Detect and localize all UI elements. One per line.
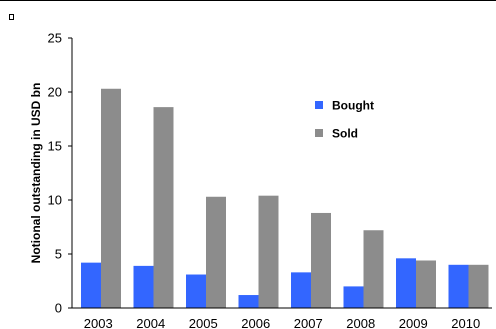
bars-group (81, 88, 489, 309)
bar-bought-2008 (343, 286, 364, 308)
legend-label-sold: Sold (332, 127, 358, 141)
bar-sold-2005 (206, 196, 226, 308)
bar-bought-2006 (238, 295, 259, 308)
bar-sold-2004 (153, 107, 174, 309)
x-axis-labels: 2003 2004 2005 2006 2007 2008 2009 2010 (84, 316, 480, 329)
legend-swatch-sold (315, 129, 323, 137)
x-tick-label: 2008 (346, 316, 375, 329)
bar-bought-2007 (291, 272, 311, 308)
bar-sold-2006 (258, 195, 279, 308)
bar-bought-2009 (396, 258, 416, 308)
bar-bought-2004 (133, 265, 154, 308)
bar-bought-2003 (81, 262, 101, 308)
y-axis-title: Notional outstanding in USD bn (29, 83, 43, 264)
top-divider (0, 0, 496, 1)
y-tick-label: 25 (48, 31, 62, 46)
x-tick-label: 2007 (294, 316, 323, 329)
x-tick-label: 2010 (451, 316, 480, 329)
bar-sold-2009 (416, 260, 436, 308)
y-axis-ticks: 0 5 10 15 20 25 (48, 31, 72, 316)
y-tick-label: 10 (48, 193, 62, 208)
legend-swatch-bought (315, 101, 323, 109)
legend: Bought Sold (315, 99, 374, 141)
bar-bought-2010 (448, 264, 469, 308)
bar-sold-2010 (468, 264, 489, 308)
corner-marker (9, 14, 14, 20)
y-tick-label: 15 (48, 139, 62, 154)
x-tick-label: 2006 (241, 316, 270, 329)
x-tick-label: 2009 (399, 316, 428, 329)
legend-label-bought: Bought (332, 99, 374, 113)
bar-sold-2003 (101, 88, 121, 308)
bar-sold-2007 (311, 212, 331, 308)
y-tick-label: 0 (55, 301, 62, 316)
bar-bought-2005 (186, 274, 206, 308)
bar-sold-2008 (363, 230, 384, 308)
y-tick-label: 5 (55, 247, 62, 262)
x-tick-label: 2004 (136, 316, 165, 329)
x-tick-label: 2005 (189, 316, 218, 329)
x-tick-label: 2003 (84, 316, 113, 329)
y-tick-label: 20 (48, 85, 62, 100)
